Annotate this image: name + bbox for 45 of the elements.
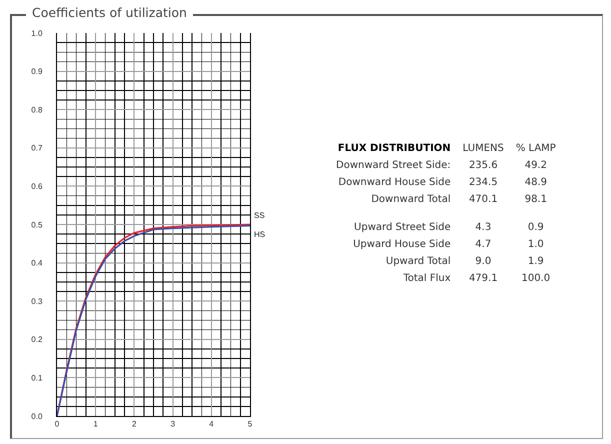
x-tick-label: 4 xyxy=(209,420,214,429)
category-label: Upward Total xyxy=(386,256,451,267)
chart-title: Coefficients of utilization xyxy=(26,5,193,20)
y-tick-label: 0.8 xyxy=(31,105,43,114)
category-label: Downward House Side xyxy=(338,177,451,188)
x-tick-label: 0 xyxy=(54,420,60,429)
data-label: 9.0 xyxy=(474,255,492,269)
category-label: Downward Street Side xyxy=(336,160,448,171)
y-tick-label: 0.4 xyxy=(31,258,43,268)
data-label: 4.3 xyxy=(474,221,492,235)
category-label: Upward House Side xyxy=(353,239,451,250)
y-tick-label: 0.6 xyxy=(31,182,43,191)
category-label: Downward Total xyxy=(371,194,451,205)
data-label: 1.0 xyxy=(526,238,545,252)
y-tick-label: 0.9 xyxy=(31,67,43,76)
data-label: 4.7 xyxy=(474,238,492,252)
category-label: Upward Street Side xyxy=(354,222,451,233)
text: FLUX DISTRIBUTION xyxy=(336,142,452,156)
y-tick-label: 0.0 xyxy=(31,412,43,421)
data-label: 49.2 xyxy=(524,159,548,173)
y-tick-label: 0.3 xyxy=(31,296,43,306)
text: : xyxy=(447,160,451,171)
series-label: HS xyxy=(254,230,266,239)
y-tick-label: 0.1 xyxy=(31,374,43,382)
series-label: SS xyxy=(254,211,265,220)
category-label: Total Flux xyxy=(403,273,451,284)
y-tick-label: 0.2 xyxy=(31,335,43,344)
data-label: 48.9 xyxy=(524,176,548,190)
data-label: 470.1 xyxy=(468,193,499,207)
data-label: 479.1 xyxy=(468,272,499,286)
data-label: 235.6 xyxy=(468,159,499,173)
y-tick-label: 0.7 xyxy=(31,144,43,153)
y-tick-label: 0.5 xyxy=(31,220,43,230)
data-label: 100.0 xyxy=(520,272,552,286)
text: LUMENS xyxy=(462,142,505,156)
x-tick-label: 3 xyxy=(170,420,176,429)
data-label: 1.9 xyxy=(526,255,545,269)
data-label: 0.9 xyxy=(526,221,545,235)
y-tick-label: 1.0 xyxy=(31,28,43,38)
data-label: 98.1 xyxy=(524,193,548,207)
data-label: 234.5 xyxy=(468,176,499,190)
x-tick-label: 5 xyxy=(248,420,253,429)
x-tick-label: 2 xyxy=(132,420,137,429)
x-tick-label: 1 xyxy=(93,420,98,429)
text: % LAMP xyxy=(514,142,557,156)
